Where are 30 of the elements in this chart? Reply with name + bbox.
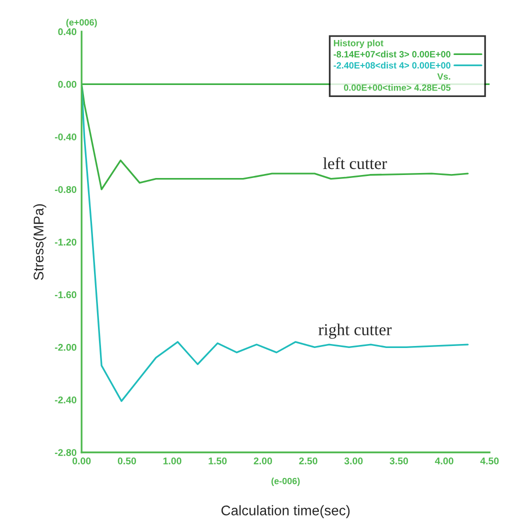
x-tick-label: 4.00 <box>434 457 454 464</box>
x-tick-label: 3.00 <box>344 457 363 464</box>
x-tick-label: 1.50 <box>208 457 227 464</box>
legend-title: History plot <box>334 40 384 48</box>
x-axis-title: Calculation time(sec) <box>221 505 350 518</box>
text: (e+006) <box>66 18 97 28</box>
x-tick-label: 1.00 <box>163 457 182 464</box>
y-tick-label: -2.00 <box>54 344 76 351</box>
y-tick-label: 0.00 <box>58 80 76 88</box>
y-axis-title: Stress(MPa) <box>33 204 46 280</box>
text: (e-006) <box>272 478 300 486</box>
annotation: 0.00E+00<time> 4.28E-05 <box>344 84 451 91</box>
x-tick-label: 2.00 <box>254 457 272 464</box>
x-tick-label: 3.50 <box>390 457 408 464</box>
y-tick-label: 0.40 <box>58 28 76 36</box>
y-tick-label: -0.40 <box>54 133 76 140</box>
legend-label: -2.40E+08<dist 4> 0.00E+00 <box>334 62 450 69</box>
annotation: Vs. <box>437 73 450 80</box>
x-tick-label: 4.50 <box>480 457 499 464</box>
y-tick-label: -1.20 <box>54 238 76 246</box>
y-tick-label: -0.80 <box>54 186 76 193</box>
x-tick-label: 0.50 <box>118 457 136 464</box>
annotation: left cutter <box>323 157 387 170</box>
y-tick-label: -1.60 <box>54 291 76 298</box>
y-tick-label: -2.40 <box>54 396 76 404</box>
legend-label: -8.14E+07<dist 3> 0.00E+00 <box>334 50 450 58</box>
annotation: right cutter <box>318 324 392 339</box>
x-tick-label: 2.50 <box>299 457 318 464</box>
y-tick-label: -2.80 <box>54 449 76 456</box>
x-tick-label: 0.00 <box>72 457 91 464</box>
